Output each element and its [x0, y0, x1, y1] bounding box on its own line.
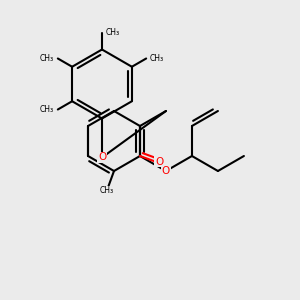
Text: CH₃: CH₃	[40, 54, 54, 63]
Text: CH₃: CH₃	[106, 28, 120, 37]
Text: CH₃: CH₃	[150, 54, 164, 63]
Text: CH₃: CH₃	[40, 105, 54, 114]
Text: CH₃: CH₃	[100, 186, 114, 195]
Text: O: O	[98, 152, 106, 163]
Text: O: O	[155, 157, 163, 166]
Text: O: O	[162, 166, 170, 176]
